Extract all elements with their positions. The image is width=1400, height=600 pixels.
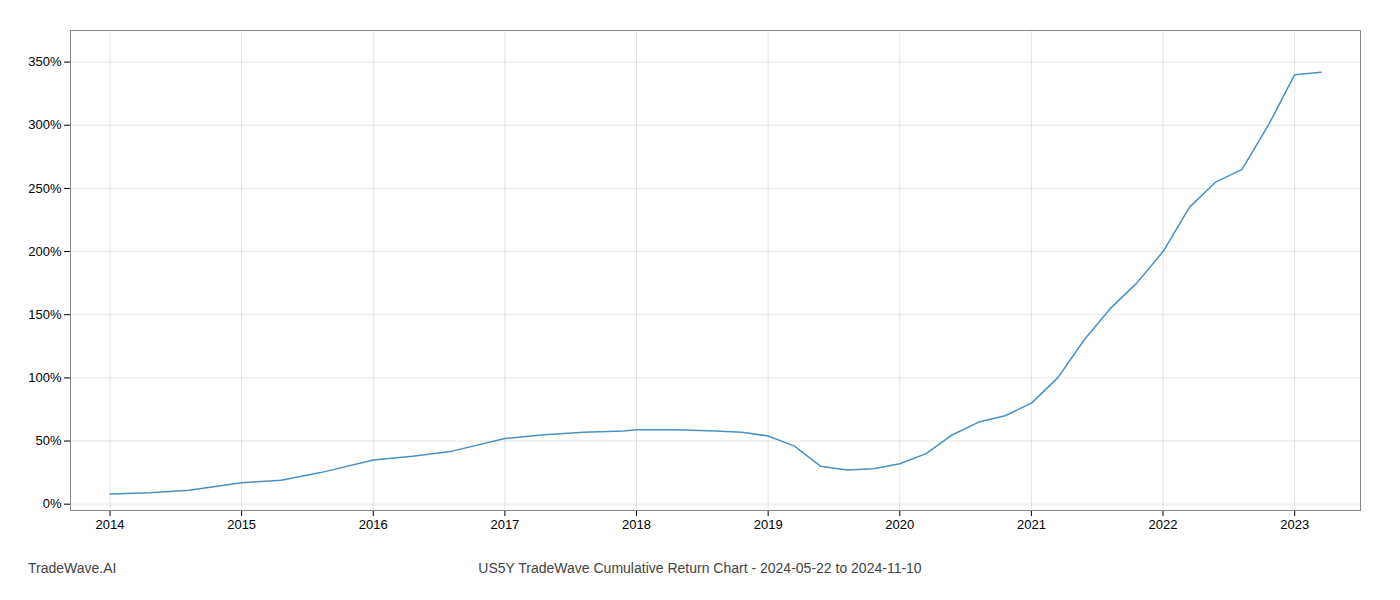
svg-text:2016: 2016 bbox=[359, 517, 388, 532]
svg-text:2023: 2023 bbox=[1280, 517, 1309, 532]
svg-text:2017: 2017 bbox=[490, 517, 519, 532]
html-text:TradeWave.AI: TradeWave.AI bbox=[28, 560, 117, 576]
svg-text:200%: 200% bbox=[28, 244, 62, 259]
svg-text:300%: 300% bbox=[28, 117, 62, 132]
svg-text:2020: 2020 bbox=[885, 517, 914, 532]
svg-text:0%: 0% bbox=[43, 496, 62, 511]
svg-text:2018: 2018 bbox=[622, 517, 651, 532]
svg-text:2019: 2019 bbox=[754, 517, 783, 532]
svg-text:2014: 2014 bbox=[96, 517, 125, 532]
svg-text:100%: 100% bbox=[28, 370, 62, 385]
html-text:US5Y TradeWave Cumulative Retu: US5Y TradeWave Cumulative Return Chart -… bbox=[478, 560, 922, 576]
svg-text:2021: 2021 bbox=[1017, 517, 1046, 532]
svg-text:250%: 250% bbox=[28, 181, 62, 196]
svg-text:350%: 350% bbox=[28, 54, 62, 69]
svg-text:2022: 2022 bbox=[1149, 517, 1178, 532]
svg-text:50%: 50% bbox=[35, 433, 61, 448]
svg-text:2015: 2015 bbox=[227, 517, 256, 532]
svg-text:150%: 150% bbox=[28, 307, 62, 322]
